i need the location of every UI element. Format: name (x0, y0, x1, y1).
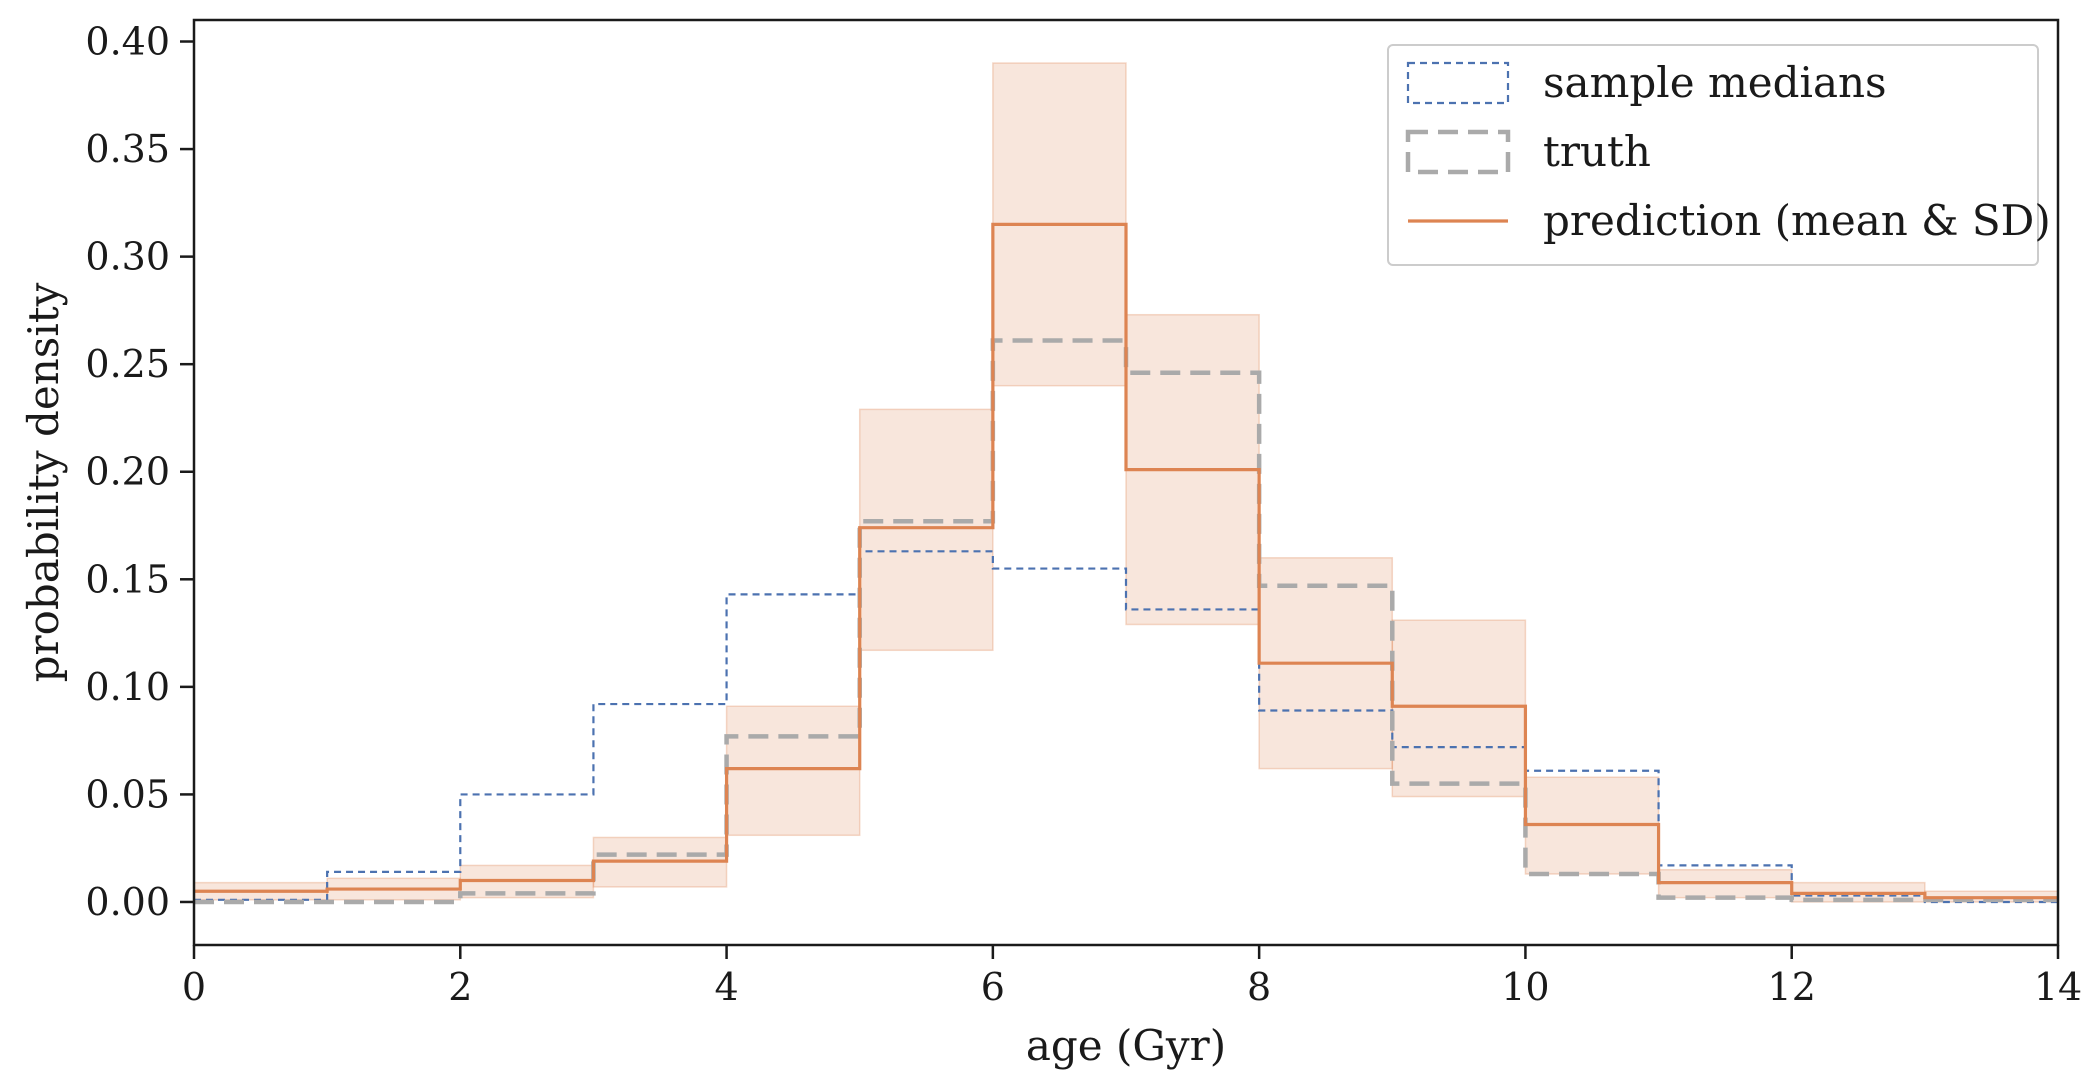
sd-band-bin-9 (1391, 619, 1527, 798)
y-tick-label-1: 0.05 (85, 772, 170, 816)
series-line-2 (194, 222, 2058, 900)
legend-label-0: sample medians (1543, 58, 1887, 107)
x-axis-title: age (Gyr) (1026, 1021, 1226, 1070)
legend-swatch-1 (1405, 129, 1511, 175)
legend-frame (1387, 44, 2039, 266)
x-tick-label-3: 6 (981, 965, 1005, 1009)
y-tick-label-8: 0.40 (85, 20, 170, 64)
legend-label-2: prediction (mean & SD) (1543, 196, 2051, 245)
y-tick-label-7: 0.35 (85, 127, 170, 171)
legend: sample medians truth prediction (mean & SD… (1387, 44, 2051, 266)
y-tick-label-0: 0.00 (85, 880, 170, 924)
sd-band-bin-5 (858, 408, 994, 652)
series-line-0 (194, 550, 2058, 904)
y-tick-label-3: 0.15 (85, 557, 170, 601)
plot-frame (192, 18, 2060, 947)
legend-label-1: truth (1543, 127, 1651, 176)
y-tick-label-4: 0.20 (85, 450, 170, 494)
sd-band-bin-4 (725, 705, 861, 837)
y-tick-label-6: 0.30 (85, 235, 170, 279)
x-tick-label-6: 12 (1768, 965, 1816, 1009)
series-lines (194, 222, 2058, 905)
x-tick-label-2: 4 (714, 965, 738, 1009)
y-axis-title: probability density (19, 282, 68, 682)
x-tick-label-4: 8 (1247, 965, 1271, 1009)
x-axis: 0 2 4 6 8 10 12 14 (182, 945, 2082, 1009)
x-tick-label-5: 10 (1501, 965, 1549, 1009)
x-tick-label-0: 0 (182, 965, 206, 1009)
y-axis: 0.00 0.05 0.10 0.15 0.20 0.25 0.30 0.35 0.40 (85, 20, 194, 924)
legend-swatch-0 (1406, 61, 1510, 105)
y-tick-label-5: 0.25 (85, 342, 170, 386)
x-tick-label-7: 14 (2034, 965, 2082, 1009)
x-tick-label-1: 2 (448, 965, 472, 1009)
y-tick-label-2: 0.10 (85, 665, 170, 709)
